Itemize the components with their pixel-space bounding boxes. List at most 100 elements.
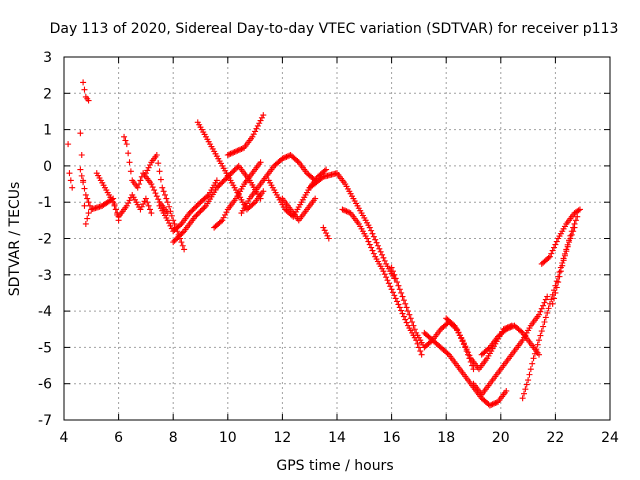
data-point bbox=[392, 295, 399, 302]
data-point bbox=[374, 242, 381, 249]
data-point bbox=[193, 203, 200, 210]
data-point bbox=[252, 128, 259, 135]
data-point bbox=[197, 208, 204, 215]
series-arc-r bbox=[339, 206, 425, 358]
data-point bbox=[258, 114, 265, 121]
data-point bbox=[260, 188, 267, 195]
data-point bbox=[145, 164, 152, 171]
data-point bbox=[230, 168, 237, 175]
y-tick-label: -3 bbox=[38, 268, 52, 284]
x-tick-label: 10 bbox=[219, 430, 237, 446]
data-point bbox=[81, 86, 88, 93]
data-point bbox=[159, 184, 166, 191]
data-point bbox=[231, 166, 238, 173]
series-arc-c bbox=[80, 79, 92, 104]
series-arc-n bbox=[265, 166, 330, 220]
data-point bbox=[549, 300, 556, 307]
data-point bbox=[561, 252, 568, 259]
data-point bbox=[530, 355, 537, 362]
data-point bbox=[144, 199, 151, 206]
data-point bbox=[384, 277, 391, 284]
data-point bbox=[576, 206, 583, 213]
series-arc-k bbox=[211, 159, 264, 231]
data-point bbox=[551, 287, 558, 294]
data-point bbox=[126, 159, 133, 166]
data-point bbox=[542, 296, 549, 303]
data-point bbox=[228, 169, 235, 176]
data-points bbox=[65, 79, 583, 409]
data-point bbox=[213, 184, 220, 191]
data-point bbox=[320, 224, 327, 231]
data-point bbox=[234, 147, 241, 154]
data-point bbox=[395, 282, 402, 289]
data-point bbox=[555, 279, 562, 286]
data-point bbox=[537, 332, 544, 339]
series-arc-m bbox=[238, 152, 319, 217]
y-tick-label: -1 bbox=[38, 195, 52, 211]
data-point bbox=[170, 239, 177, 246]
x-tick-label: 24 bbox=[601, 430, 619, 446]
data-point bbox=[121, 133, 128, 140]
data-point bbox=[488, 401, 495, 408]
series-arc-o bbox=[279, 195, 319, 224]
y-tick-label: -2 bbox=[38, 232, 52, 248]
data-point bbox=[388, 264, 395, 271]
data-point bbox=[123, 202, 130, 209]
data-point bbox=[377, 248, 384, 255]
data-point bbox=[237, 146, 244, 153]
y-tick-label: -4 bbox=[38, 304, 52, 320]
data-point bbox=[504, 325, 511, 332]
data-point bbox=[567, 235, 574, 242]
data-point bbox=[507, 324, 514, 331]
data-point bbox=[379, 251, 386, 258]
data-point bbox=[510, 323, 517, 330]
data-point bbox=[372, 236, 379, 243]
data-point bbox=[344, 208, 351, 215]
data-point bbox=[181, 246, 188, 253]
data-point bbox=[541, 299, 548, 306]
data-point bbox=[527, 366, 534, 373]
data-point bbox=[189, 207, 196, 214]
data-point bbox=[526, 371, 533, 378]
data-point bbox=[542, 314, 549, 321]
data-point bbox=[376, 245, 383, 252]
y-tick-label: 1 bbox=[43, 123, 52, 139]
data-point bbox=[417, 348, 424, 355]
data-point bbox=[536, 311, 543, 318]
data-point bbox=[194, 201, 201, 208]
data-point bbox=[398, 289, 405, 296]
y-tick-label: 3 bbox=[43, 50, 52, 66]
data-point bbox=[283, 153, 290, 160]
data-point bbox=[533, 346, 540, 353]
x-tick-label: 18 bbox=[437, 430, 455, 446]
y-tick-label: -6 bbox=[38, 377, 52, 393]
data-point bbox=[389, 289, 396, 296]
data-point bbox=[503, 387, 510, 394]
data-point bbox=[571, 224, 578, 231]
data-point bbox=[503, 326, 510, 333]
data-point bbox=[490, 400, 497, 407]
data-point bbox=[78, 172, 85, 179]
data-point bbox=[82, 220, 89, 227]
data-point bbox=[152, 190, 159, 197]
data-point bbox=[564, 243, 571, 250]
data-point bbox=[220, 177, 227, 184]
data-point bbox=[232, 148, 239, 155]
data-point bbox=[538, 328, 545, 335]
data-point bbox=[391, 271, 398, 278]
data-point bbox=[409, 318, 416, 325]
data-point bbox=[250, 200, 257, 207]
series-arc-z bbox=[549, 224, 578, 307]
data-point bbox=[540, 323, 547, 330]
data-point bbox=[321, 227, 328, 234]
data-point bbox=[563, 248, 570, 255]
data-point bbox=[407, 315, 414, 322]
data-point bbox=[77, 166, 84, 173]
data-point bbox=[168, 212, 175, 219]
data-point bbox=[559, 262, 566, 269]
data-point bbox=[343, 208, 350, 215]
data-point bbox=[381, 271, 388, 278]
data-point bbox=[190, 206, 197, 213]
